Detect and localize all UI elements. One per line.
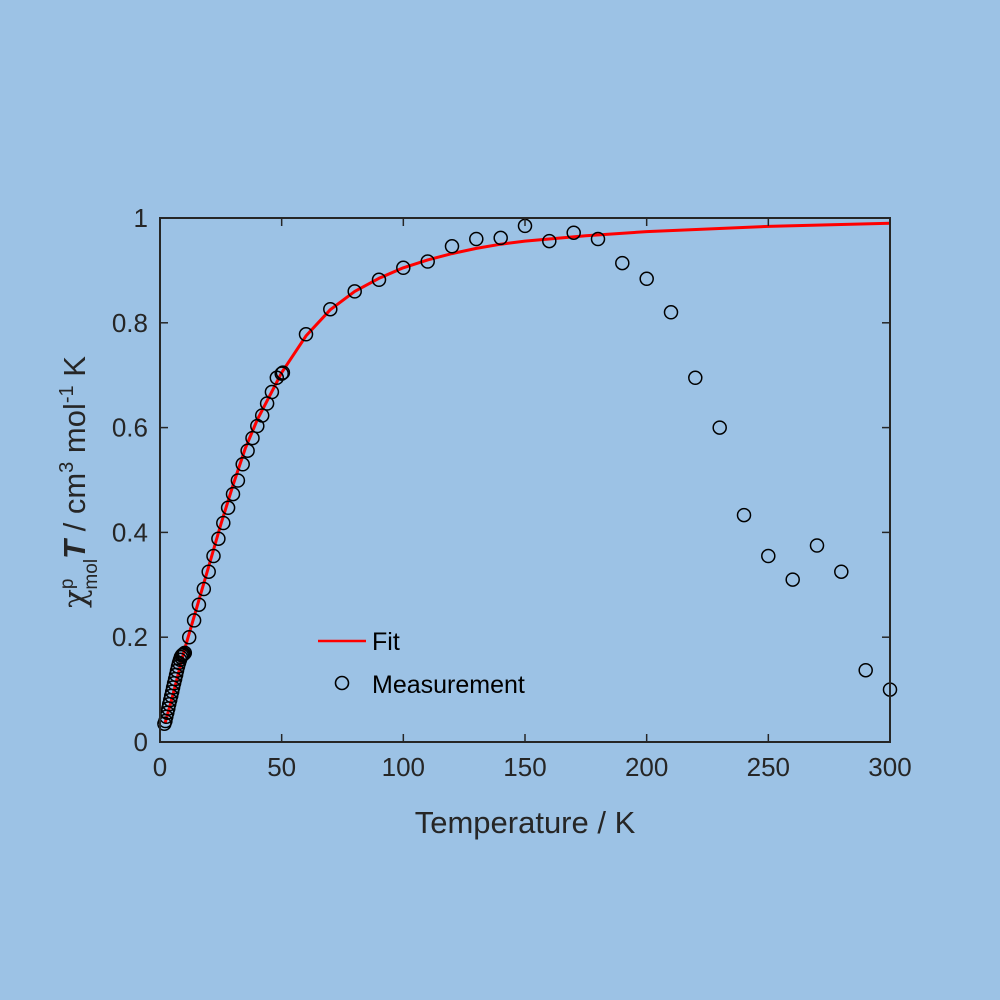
x-tick-label: 100 — [382, 752, 425, 782]
measurement-point — [347, 284, 362, 299]
measurement-point — [858, 662, 873, 678]
fit-layer — [163, 221, 891, 725]
measurement-point — [444, 239, 460, 254]
x-tick-label: 150 — [503, 752, 546, 782]
measurement-point — [809, 538, 825, 553]
measurement-point — [566, 225, 581, 240]
plot-frame — [159, 217, 891, 743]
measurement-point — [298, 327, 314, 342]
legend: Fit Measurement — [318, 628, 525, 699]
measurement-point — [196, 581, 212, 597]
measurement-point — [275, 365, 291, 380]
measurement-point — [240, 443, 255, 458]
measurement-point — [216, 515, 231, 531]
measurement-point — [254, 408, 270, 423]
y-tick-label: 0.2 — [112, 622, 148, 652]
measurement-point — [736, 507, 752, 523]
measurement-point — [181, 629, 197, 645]
legend-fit-label: Fit — [372, 628, 400, 656]
y-title-T: T — [57, 537, 92, 559]
measurement-point — [177, 645, 193, 661]
measurement-point — [420, 254, 435, 269]
x-tick-label: 200 — [625, 752, 668, 782]
fit-line — [163, 221, 891, 725]
measurement-point — [201, 564, 216, 579]
y-tick-label: 0.8 — [112, 308, 148, 338]
measurement-point — [173, 649, 189, 665]
measurement-point — [174, 648, 190, 663]
x-tick-label: 250 — [747, 752, 790, 782]
x-tick-label: 300 — [868, 752, 911, 782]
measurement-point — [176, 646, 192, 662]
measurement-point — [590, 231, 606, 247]
y-tick-label: 0 — [134, 727, 148, 757]
y-axis-title: χp molT / cm3 mol-1 K — [56, 356, 102, 608]
legend-measurement-marker — [334, 675, 350, 691]
y-title-sup-3: 3 — [56, 462, 78, 473]
measurement-point — [235, 457, 250, 472]
y-title-unit-b: mol — [57, 403, 92, 462]
legend-measurement-label: Measurement — [372, 671, 525, 699]
y-tick-label: 0.6 — [112, 413, 148, 443]
measurement-point — [615, 255, 630, 271]
y-title-sup-m1: -1 — [56, 385, 78, 403]
measurement-point — [712, 420, 727, 435]
measurement-point — [211, 531, 226, 546]
measurement-point — [493, 230, 508, 246]
measurement-point — [186, 613, 202, 628]
measurement-point — [785, 572, 800, 587]
measurement-point — [264, 384, 280, 400]
measurement-point — [220, 500, 236, 516]
measurement-point — [225, 486, 241, 502]
measurement-point — [469, 231, 484, 247]
y-title-unit-a: / cm — [57, 473, 92, 540]
y-title-sub-mol: mol — [81, 559, 102, 590]
x-tick-label: 50 — [267, 752, 296, 782]
measurement-point — [688, 370, 703, 386]
measurement-point — [396, 260, 411, 276]
measurement-point — [206, 548, 221, 564]
y-tick-label: 1 — [134, 203, 148, 233]
measurement-point — [663, 305, 679, 320]
y-title-sup-p: p — [57, 579, 78, 590]
measurement-point — [230, 473, 246, 488]
y-title-unit-c: K — [57, 356, 92, 386]
measurement-point — [245, 430, 260, 446]
measurement-point — [323, 301, 338, 317]
measurement-point — [371, 272, 387, 288]
measurement-point — [639, 271, 654, 287]
measurement-point — [761, 548, 776, 564]
marker-layer — [157, 218, 898, 731]
measurement-point — [542, 233, 557, 249]
x-axis-title: Temperature / K — [415, 805, 636, 840]
axes-layer: 0 50 100 150 200 250 300 0 0.2 0.4 0.6 0.8 1 — [112, 203, 912, 782]
y-tick-label: 0.4 — [112, 517, 148, 547]
measurement-point — [274, 366, 289, 381]
y-title-chi: χ — [57, 589, 93, 608]
x-tick-label: 0 — [153, 752, 167, 782]
measurement-point — [834, 564, 849, 579]
measurement-point — [191, 597, 207, 612]
